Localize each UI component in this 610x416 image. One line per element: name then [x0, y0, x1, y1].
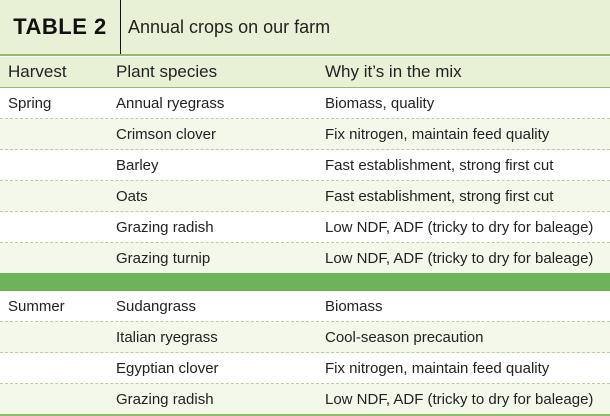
reason-cell: Low NDF, ADF (tricky to dry for baleage) [325, 391, 594, 408]
table-row: Italian ryegrass Cool-season precaution [0, 322, 610, 353]
table-number: TABLE 2 [13, 14, 107, 39]
species-cell: Oats [116, 187, 148, 205]
reason-cell: Fix nitrogen, maintain feed quality [325, 359, 550, 377]
reason-cell: Cool-season precaution [325, 328, 484, 346]
reason-cell: Fast establishment, strong first cut [325, 187, 554, 205]
table-row: Barley Fast establishment, strong first … [0, 150, 610, 181]
reason-cell: Fast establishment, strong first cut [325, 156, 554, 174]
column-header-reason: Why it’s in the mix [325, 62, 462, 81]
harvest-cell: Summer [8, 297, 65, 315]
column-header-harvest: Harvest [8, 62, 67, 81]
column-header-row: Harvest Plant species Why it’s in the mi… [0, 57, 610, 88]
reason-cell: Low NDF, ADF (tricky to dry for baleage) [325, 218, 594, 236]
species-cell: Italian ryegrass [116, 328, 218, 346]
reason-cell: Biomass [325, 297, 383, 315]
table-row: Summer Sudangrass Biomass [0, 291, 610, 322]
title-divider [120, 0, 121, 54]
column-header-species: Plant species [116, 62, 218, 81]
species-cell: Crimson clover [116, 125, 217, 143]
species-cell: Grazing radish [116, 218, 214, 236]
table-title: Annual crops on our farm [128, 16, 331, 37]
table-row: Oats Fast establishment, strong first cu… [0, 181, 610, 212]
table-title-bar: TABLE 2 Annual crops on our farm [0, 0, 610, 56]
species-cell: Barley [116, 156, 159, 174]
table-row: Spring Annual ryegrass Biomass, quality [0, 88, 610, 119]
table-row: Grazing radish Low NDF, ADF (tricky to d… [0, 212, 610, 243]
species-cell: Grazing radish [116, 391, 214, 408]
species-cell: Annual ryegrass [116, 94, 225, 112]
bottom-rule [0, 414, 610, 416]
table-row: Crimson clover Fix nitrogen, maintain fe… [0, 119, 610, 150]
table-row: Grazing radish Low NDF, ADF (tricky to d… [0, 384, 610, 415]
species-cell: Egyptian clover [116, 359, 219, 377]
species-cell: Grazing turnip [116, 249, 211, 267]
reason-cell: Fix nitrogen, maintain feed quality [325, 125, 550, 143]
species-cell: Sudangrass [116, 297, 197, 315]
table-row: Grazing turnip Low NDF, ADF (tricky to d… [0, 243, 610, 274]
harvest-cell: Spring [8, 94, 52, 112]
table-row: Egyptian clover Fix nitrogen, maintain f… [0, 353, 610, 384]
group-separator [0, 273, 610, 291]
reason-cell: Biomass, quality [325, 94, 435, 112]
reason-cell: Low NDF, ADF (tricky to dry for baleage) [325, 249, 594, 267]
